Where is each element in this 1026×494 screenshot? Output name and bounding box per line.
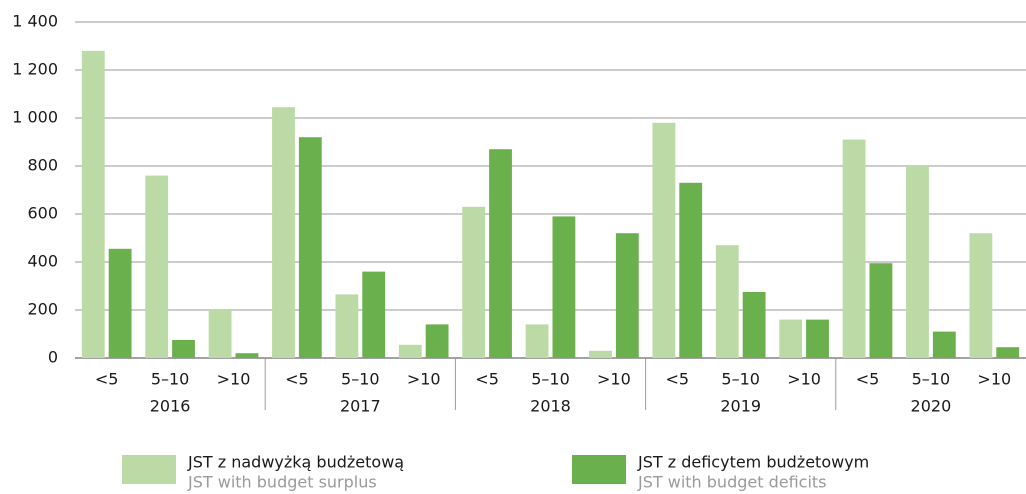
x-tick-label: 5–10 [721, 370, 760, 389]
bar [969, 233, 993, 358]
bar [589, 350, 612, 358]
bar [235, 353, 259, 358]
x-tick-label: <5 [666, 370, 690, 389]
bar [398, 344, 422, 358]
y-tick-label: 800 [27, 156, 58, 175]
x-tick-label: <5 [285, 370, 309, 389]
x-tick-label: >10 [217, 370, 251, 389]
x-tick-label: 5–10 [531, 370, 570, 389]
x-tick-label: 5–10 [151, 370, 190, 389]
x-tick-label: >10 [597, 370, 631, 389]
y-tick-label: 1 000 [12, 108, 58, 127]
bar [298, 137, 322, 358]
x-tick-label: >10 [977, 370, 1011, 389]
bar [552, 216, 576, 358]
y-tick-label: 1 200 [12, 60, 58, 79]
legend-swatch [572, 455, 626, 484]
x-tick-label: <5 [95, 370, 119, 389]
bar [615, 233, 639, 358]
bar [425, 324, 449, 358]
group-label: 2016 [150, 397, 191, 416]
group-label: 2018 [530, 397, 571, 416]
bar [996, 347, 1020, 358]
y-tick-label: 200 [27, 300, 58, 319]
bar [742, 292, 766, 358]
bar [779, 319, 803, 358]
bar [489, 149, 512, 358]
bar [869, 263, 893, 358]
x-tick-label: >10 [787, 370, 821, 389]
x-tick-label: 5–10 [912, 370, 951, 389]
x-tick-label: >10 [407, 370, 441, 389]
legend-label: JST z nadwyżką budżetową [187, 453, 404, 472]
bar [932, 331, 956, 358]
group-label: 2017 [340, 397, 381, 416]
y-tick-label: 400 [27, 252, 58, 271]
bar [679, 182, 703, 358]
bar [272, 107, 295, 358]
y-tick-label: 0 [48, 348, 58, 367]
bar [652, 122, 676, 358]
bar [906, 166, 929, 358]
legend-label: JST z deficytem budżetowym [637, 453, 869, 472]
legend-sublabel: JST with budget deficits [637, 473, 827, 492]
bar [715, 245, 739, 358]
bar [362, 271, 386, 358]
bar [462, 206, 486, 358]
bar [145, 175, 169, 358]
bar [335, 294, 359, 358]
bar [172, 340, 195, 358]
y-tick-label: 1 400 [12, 12, 58, 31]
group-label: 2019 [720, 397, 761, 416]
bar [525, 324, 549, 358]
bar [208, 310, 232, 358]
bar [108, 248, 132, 358]
x-tick-label: <5 [475, 370, 499, 389]
bar [81, 50, 105, 359]
x-tick-label: 5–10 [341, 370, 380, 389]
legend-sublabel: JST with budget surplus [187, 473, 377, 492]
legend-swatch [122, 455, 176, 484]
x-tick-label: <5 [856, 370, 880, 389]
bar [806, 319, 829, 358]
group-label: 2020 [911, 397, 952, 416]
bar [842, 139, 866, 358]
y-tick-label: 600 [27, 204, 58, 223]
